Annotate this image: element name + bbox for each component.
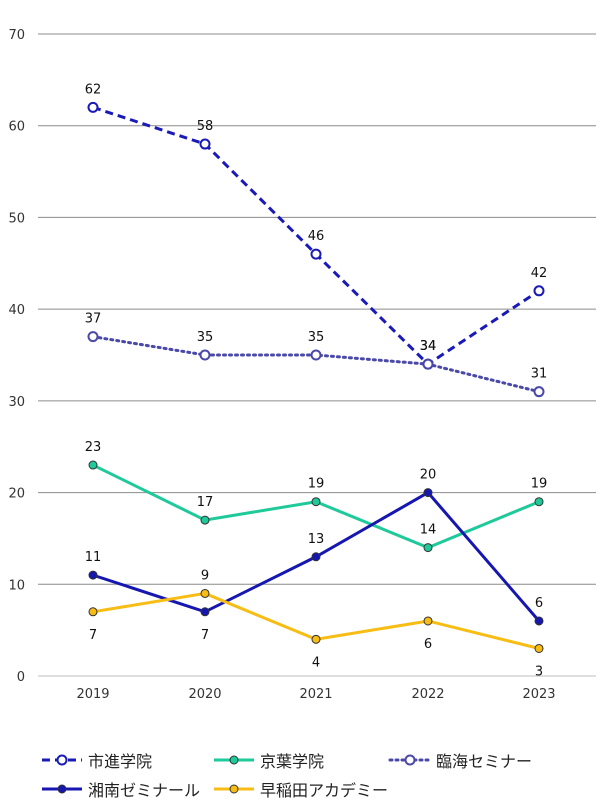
y-tick-label: 50 (8, 211, 25, 226)
data-label: 17 (197, 495, 214, 510)
data-point (200, 515, 210, 525)
x-tick-label: 2023 (522, 687, 555, 702)
legend-swatch (214, 784, 254, 794)
data-label: 46 (308, 229, 325, 244)
legend-item: 市進学院 (40, 748, 152, 772)
data-point (199, 138, 211, 150)
data-label: 3 (535, 664, 543, 679)
data-point (423, 616, 433, 626)
data-label: 42 (531, 266, 548, 281)
data-point (88, 607, 98, 617)
data-point (423, 488, 433, 498)
data-point (200, 588, 210, 598)
data-point (534, 643, 544, 653)
y-tick-label: 0 (17, 670, 25, 685)
data-label: 31 (531, 367, 548, 382)
legend-swatch (42, 784, 82, 794)
data-point (533, 285, 545, 297)
data-point (311, 497, 321, 507)
data-label: 7 (201, 628, 209, 643)
x-tick-label: 2021 (299, 687, 332, 702)
data-label: 19 (308, 477, 325, 492)
legend-item: 京葉学院 (212, 748, 324, 772)
data-label: 34 (420, 339, 437, 354)
data-label: 62 (85, 82, 102, 97)
data-label: 6 (424, 637, 432, 652)
y-axis-ticks: 0 10 20 30 40 50 60 70 (8, 28, 25, 685)
legend-label: 早稲田アカデミー (260, 781, 389, 800)
data-label: 4 (312, 655, 320, 670)
data-label: 35 (197, 330, 214, 345)
legend: 市進学院 京葉学院 臨海セミナー湘南ゼミナール 早稲田アカデミー (0, 738, 610, 808)
legend-item: 湘南ゼミナール (40, 777, 200, 801)
gridlines (38, 33, 596, 677)
x-tick-label: 2020 (188, 687, 221, 702)
legend-label: 市進学院 (88, 752, 153, 771)
data-point (311, 552, 321, 562)
data-point (200, 607, 210, 617)
data-point (311, 634, 321, 644)
y-tick-label: 60 (8, 120, 25, 135)
data-label: 7 (89, 628, 97, 643)
data-label: 9 (201, 568, 209, 583)
data-label: 11 (85, 550, 102, 565)
data-point (534, 616, 544, 626)
y-tick-label: 40 (8, 303, 25, 318)
x-axis-ticks: 2019 2020 2021 2022 2023 (76, 687, 555, 702)
legend-item: 早稲田アカデミー (212, 777, 388, 801)
legend-item: 臨海セミナー (388, 748, 532, 772)
data-point (88, 460, 98, 470)
x-tick-label: 2019 (76, 687, 109, 702)
legend-swatch (388, 754, 432, 766)
data-label: 23 (85, 440, 102, 455)
y-tick-label: 70 (8, 28, 25, 43)
x-tick-label: 2022 (411, 687, 444, 702)
data-point (534, 497, 544, 507)
legend-label: 臨海セミナー (436, 752, 533, 771)
data-label: 58 (197, 119, 214, 134)
data-label: 34 (420, 339, 437, 354)
data-label: 35 (308, 330, 325, 345)
data-point (533, 386, 545, 398)
legend-label: 湘南ゼミナール (88, 781, 201, 800)
data-label: 20 (420, 468, 437, 483)
data-label: 6 (535, 596, 543, 611)
data-point (422, 358, 434, 370)
series-points (87, 101, 545, 653)
data-label: 19 (531, 477, 548, 492)
y-tick-label: 10 (8, 578, 25, 593)
series-lines (91, 105, 541, 650)
legend-label: 京葉学院 (260, 752, 325, 771)
y-tick-label: 30 (8, 395, 25, 410)
data-point (88, 570, 98, 580)
data-point (199, 349, 211, 361)
data-point (87, 331, 99, 343)
data-point (310, 248, 322, 260)
data-label: 13 (308, 532, 325, 547)
legend-swatch (42, 754, 82, 766)
data-label: 14 (420, 523, 437, 538)
data-point (310, 349, 322, 361)
y-tick-label: 20 (8, 487, 25, 502)
legend-swatch (214, 755, 254, 765)
data-point (87, 101, 99, 113)
data-label: 37 (85, 312, 102, 327)
data-point (423, 543, 433, 553)
